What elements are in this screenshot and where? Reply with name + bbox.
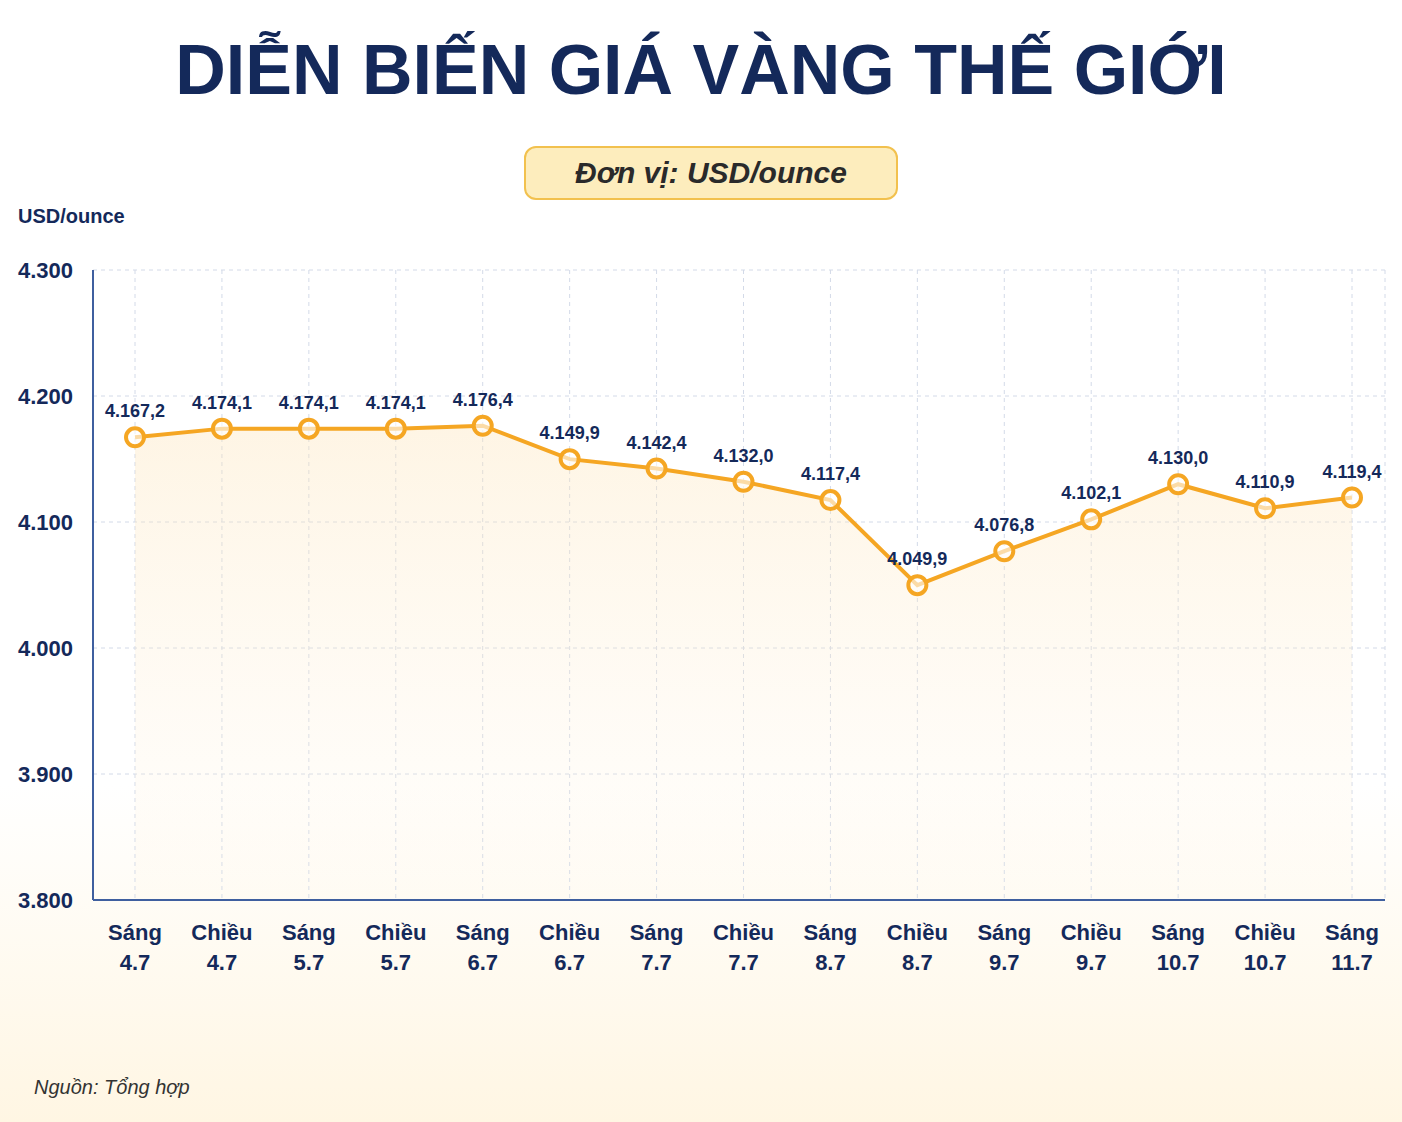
svg-text:Chiều7.7: Chiều7.7 bbox=[713, 920, 774, 975]
svg-text:Sáng10.7: Sáng10.7 bbox=[1151, 920, 1205, 975]
svg-text:Chiều8.7: Chiều8.7 bbox=[887, 920, 948, 975]
svg-text:4.130,0: 4.130,0 bbox=[1148, 448, 1208, 468]
svg-text:Sáng7.7: Sáng7.7 bbox=[630, 920, 684, 975]
svg-text:3.900: 3.900 bbox=[18, 762, 73, 787]
svg-text:4.142,4: 4.142,4 bbox=[627, 433, 687, 453]
html-text:DIỄN BIẾN GIÁ VÀNG THẾ GIỚI: DIỄN BIẾN GIÁ VÀNG THẾ GIỚI bbox=[175, 31, 1227, 109]
svg-text:4.119,4: 4.119,4 bbox=[1322, 462, 1381, 482]
svg-text:4.117,4: 4.117,4 bbox=[801, 464, 860, 484]
svg-text:Sáng4.7: Sáng4.7 bbox=[108, 920, 162, 975]
svg-text:4.176,4: 4.176,4 bbox=[453, 390, 513, 410]
svg-text:4.167,2: 4.167,2 bbox=[105, 401, 165, 421]
svg-text:4.102,1: 4.102,1 bbox=[1061, 483, 1121, 503]
svg-text:Sáng5.7: Sáng5.7 bbox=[282, 920, 336, 975]
svg-text:4.174,1: 4.174,1 bbox=[279, 393, 339, 413]
svg-text:4.200: 4.200 bbox=[18, 384, 73, 409]
svg-text:Chiều6.7: Chiều6.7 bbox=[539, 920, 600, 975]
svg-text:Sáng9.7: Sáng9.7 bbox=[977, 920, 1031, 975]
svg-text:4.076,8: 4.076,8 bbox=[974, 515, 1034, 535]
svg-text:4.132,0: 4.132,0 bbox=[713, 446, 773, 466]
svg-text:Chiều10.7: Chiều10.7 bbox=[1235, 920, 1296, 975]
svg-text:Sáng6.7: Sáng6.7 bbox=[456, 920, 510, 975]
svg-text:Chiều9.7: Chiều9.7 bbox=[1061, 920, 1122, 975]
svg-text:4.100: 4.100 bbox=[18, 510, 73, 535]
svg-text:Sáng8.7: Sáng8.7 bbox=[804, 920, 858, 975]
svg-text:4.300: 4.300 bbox=[18, 258, 73, 283]
svg-text:4.174,1: 4.174,1 bbox=[366, 393, 426, 413]
html-text:Đơn vị: USD/ounce: Đơn vị: USD/ounce bbox=[575, 156, 847, 189]
svg-text:4.174,1: 4.174,1 bbox=[192, 393, 252, 413]
svg-text:4.149,9: 4.149,9 bbox=[540, 423, 600, 443]
svg-text:Chiều4.7: Chiều4.7 bbox=[191, 920, 252, 975]
svg-text:Chiều5.7: Chiều5.7 bbox=[365, 920, 426, 975]
html-text:USD/ounce: USD/ounce bbox=[18, 205, 125, 227]
svg-text:Sáng11.7: Sáng11.7 bbox=[1325, 920, 1379, 975]
svg-text:4.110,9: 4.110,9 bbox=[1236, 472, 1295, 492]
svg-text:4.049,9: 4.049,9 bbox=[887, 549, 947, 569]
html-text:Nguồn: Tổng hợp: Nguồn: Tổng hợp bbox=[34, 1076, 190, 1098]
svg-text:3.800: 3.800 bbox=[18, 888, 73, 913]
svg-text:4.000: 4.000 bbox=[18, 636, 73, 661]
